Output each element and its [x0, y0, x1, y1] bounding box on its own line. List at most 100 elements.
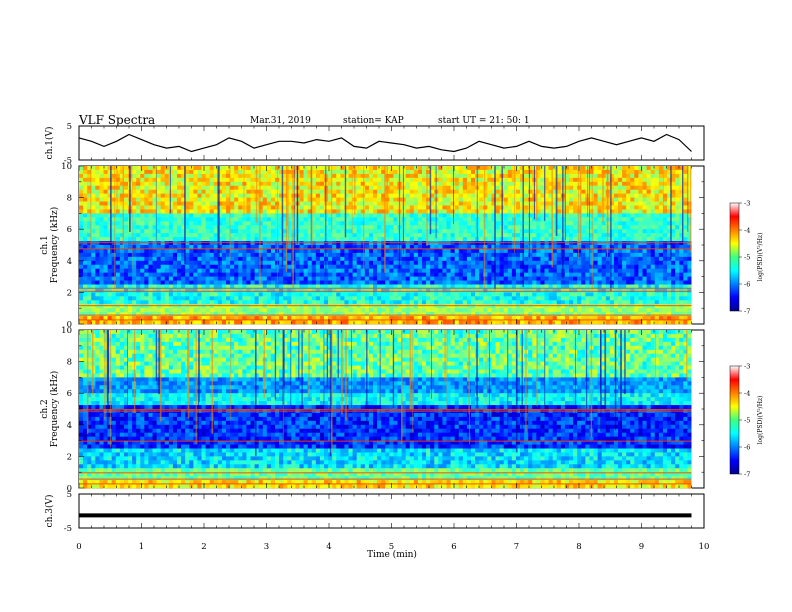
spectrogram-cell	[647, 170, 651, 174]
spectrogram-cell	[357, 257, 361, 261]
spectrogram-cell	[683, 241, 687, 245]
spectrogram-cell	[304, 221, 308, 225]
spectrogram-cell	[487, 206, 491, 210]
spectrogram-cell	[581, 221, 585, 225]
spectrogram-cell	[177, 233, 181, 237]
spectrogram-cell	[112, 249, 116, 253]
spectrogram-cell	[500, 273, 504, 277]
spectrogram-cell	[410, 182, 414, 186]
spectrogram-cell	[675, 213, 679, 217]
spectrogram-cell	[340, 281, 344, 285]
spectrogram-cell	[210, 166, 214, 170]
spectrogram-cell	[340, 233, 344, 237]
spectrogram-cell	[557, 209, 561, 213]
spectrogram-cell	[638, 249, 642, 253]
spectrogram-cell	[316, 174, 320, 178]
spectrogram-cell	[598, 277, 602, 281]
spectrogram-cell	[483, 186, 487, 190]
spectrogram-cell	[377, 186, 381, 190]
spectrogram-cell	[242, 229, 246, 233]
spectrogram-cell	[504, 229, 508, 233]
spectrogram-cell	[300, 186, 304, 190]
spectrogram-cell	[683, 178, 687, 182]
spectrogram-cell	[647, 206, 651, 210]
spectrogram-cell	[508, 257, 512, 261]
spectrogram-cell	[116, 233, 120, 237]
spectrogram-cell	[557, 288, 561, 292]
spectrogram-cell	[153, 257, 157, 261]
spectrogram-cell	[430, 265, 434, 269]
spectrogram-cell	[651, 186, 655, 190]
spectrogram-cell	[132, 229, 136, 233]
spectrogram-cell	[393, 206, 397, 210]
spectrogram-cell	[271, 233, 275, 237]
spectrogram-cell	[324, 288, 328, 292]
spectrogram-cell	[271, 261, 275, 265]
spectrogram-cell	[451, 166, 455, 170]
spectrogram-cell	[410, 257, 414, 261]
spectrogram-cell	[165, 190, 169, 194]
spectrogram-cell	[504, 174, 508, 178]
spectrogram-cell	[671, 229, 675, 233]
spectrogram-cell	[504, 186, 508, 190]
spectrogram-cell	[393, 174, 397, 178]
spectrogram-cell	[634, 233, 638, 237]
spectrogram-cell	[316, 206, 320, 210]
spectrogram-cell	[569, 206, 573, 210]
spectrogram-cell	[463, 292, 467, 296]
spectrogram-cell	[389, 190, 393, 194]
spectrogram-cell	[557, 225, 561, 229]
spectrogram-cell	[124, 241, 128, 245]
spectrogram-cell	[169, 206, 173, 210]
spectrogram-cell	[434, 249, 438, 253]
spectrogram-cell	[638, 178, 642, 182]
spectrogram-cell	[344, 269, 348, 273]
spectrogram-cell	[487, 182, 491, 186]
spectrogram-cell	[479, 229, 483, 233]
spectrogram-cell	[577, 281, 581, 285]
spectrogram-cell	[242, 178, 246, 182]
spectrogram-cell	[671, 261, 675, 265]
spectrogram-cell	[442, 249, 446, 253]
spectrogram-cell	[377, 253, 381, 257]
spectrogram-cell	[422, 206, 426, 210]
spectrogram-cell	[369, 190, 373, 194]
spectrogram-cell	[185, 182, 189, 186]
spectrogram-cell	[344, 257, 348, 261]
spectrogram-cell	[389, 261, 393, 265]
spectrogram-cell	[377, 198, 381, 202]
spectrogram-cell	[528, 186, 532, 190]
spectrogram-cell	[300, 198, 304, 202]
spectrogram-cell	[524, 166, 528, 170]
spectrogram-cell	[594, 194, 598, 198]
spectrogram-cell	[565, 277, 569, 281]
spectrogram-cell	[373, 194, 377, 198]
spectrogram-cell	[487, 194, 491, 198]
spectrogram-cell	[418, 198, 422, 202]
spectrogram-cell	[206, 241, 210, 245]
spectrogram-cell	[251, 265, 255, 269]
spectrogram-cell	[393, 241, 397, 245]
spectrogram-cell	[414, 209, 418, 213]
spectrogram-cell	[91, 261, 95, 265]
spectrogram-cell	[189, 229, 193, 233]
spectrogram-cell	[136, 202, 140, 206]
spectrogram-cell	[422, 217, 426, 221]
spectrogram-cell	[683, 221, 687, 225]
spectrogram-cell	[157, 237, 161, 241]
spectrogram-cell	[414, 221, 418, 225]
spectrogram-cell	[410, 281, 414, 285]
spectrogram-cell	[647, 273, 651, 277]
spectrogram-cell	[655, 288, 659, 292]
spectrogram-cell	[340, 182, 344, 186]
spectrogram-cell	[569, 257, 573, 261]
spectrogram-cell	[536, 257, 540, 261]
spectrogram-cell	[336, 257, 340, 261]
spectrogram-cell	[230, 166, 234, 170]
spectrogram-cell	[251, 186, 255, 190]
spectrogram-cell	[487, 186, 491, 190]
spectrogram-cell	[316, 288, 320, 292]
spectrogram-cell	[438, 190, 442, 194]
spectrogram-cell	[189, 277, 193, 281]
spectrogram-cell	[161, 166, 165, 170]
